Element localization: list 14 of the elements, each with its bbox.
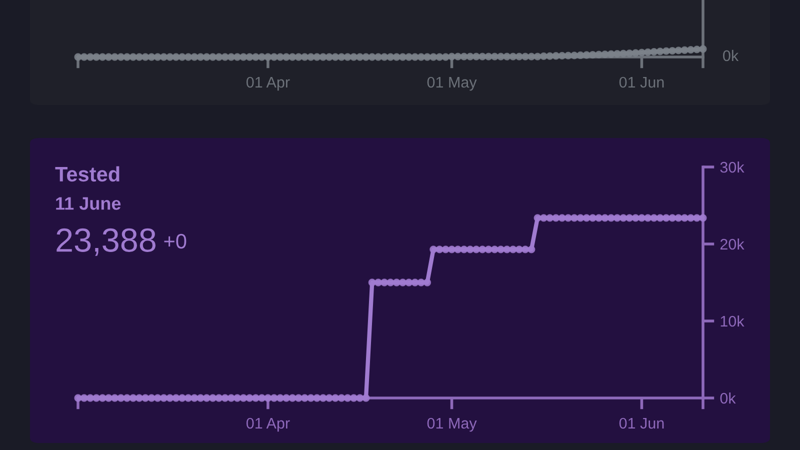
text: 11 June [56, 197, 121, 210]
x-tick-label: 01 Jun [619, 76, 664, 88]
y-tick-label: 20k [720, 238, 744, 250]
y-tick-label: 0k [720, 392, 736, 404]
annotation: +0 [164, 234, 186, 249]
y-tick-label: 30k [720, 161, 744, 173]
x-tick-label: 01 May [427, 76, 477, 91]
x-tick-label: 01 Jun [619, 418, 664, 429]
chart-title: Tested [55, 166, 120, 182]
annotation: 23,388 [56, 228, 156, 256]
x-tick-label: 01 Apr [246, 418, 290, 432]
x-tick-label: 01 Apr [246, 76, 290, 91]
x-tick-label: 01 May [427, 418, 477, 432]
y-tick-label: 10k [720, 315, 744, 327]
